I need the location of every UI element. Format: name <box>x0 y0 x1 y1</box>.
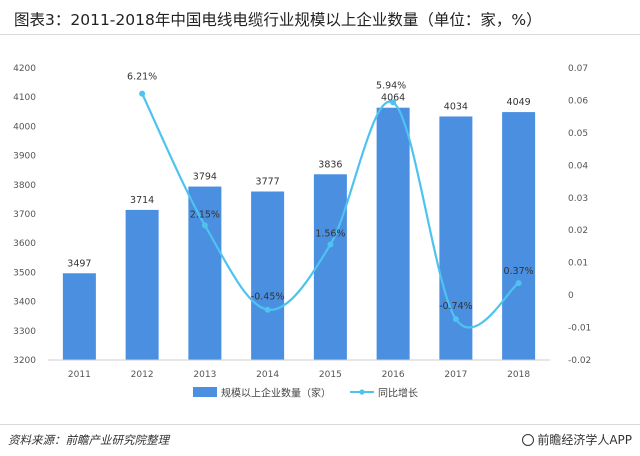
x-tick-label: 2017 <box>444 370 467 380</box>
left-tick-label: 4000 <box>13 122 36 132</box>
right-tick-label: 0.02 <box>568 226 588 236</box>
bar-value-label: 4049 <box>507 97 531 108</box>
growth-point <box>390 99 397 106</box>
bar-value-labels: 3497 3714 3794 3777 3836 4064 4034 4049 <box>67 93 530 270</box>
legend-line-label: 同比增长 <box>378 387 418 400</box>
chart: 3200 3300 3400 3500 3600 3700 3800 3900 4000 4100… <box>13 64 591 400</box>
source-note: 资料来源：前瞻产业研究院整理 <box>8 433 169 447</box>
left-tick-label: 3700 <box>13 210 36 220</box>
bar-value-label: 3836 <box>318 159 342 170</box>
right-tick-label: 0.07 <box>568 64 588 74</box>
bar <box>62 273 96 360</box>
growth-value-label: 1.56% <box>315 228 345 239</box>
left-tick-label: 3800 <box>13 181 36 191</box>
growth-value-label: 6.21% <box>127 72 157 83</box>
right-tick-label: -0.02 <box>568 356 591 366</box>
x-axis-ticks: 2011 2012 2013 2014 2015 2016 2017 2018 <box>48 359 550 380</box>
legend-bar-swatch <box>193 387 217 397</box>
right-tick-label: 0 <box>568 291 574 301</box>
growth-point <box>201 222 208 229</box>
x-tick-label: 2012 <box>131 370 154 380</box>
x-tick-label: 2015 <box>319 370 342 380</box>
x-tick-label: 2016 <box>382 370 405 380</box>
bar <box>313 174 347 360</box>
left-tick-label: 3600 <box>13 239 36 249</box>
left-tick-label: 4200 <box>13 64 36 74</box>
bar-value-label: 3497 <box>67 258 91 269</box>
x-tick-label: 2011 <box>68 370 91 380</box>
right-tick-label: 0.05 <box>568 129 588 139</box>
growth-value-label: -0.45% <box>251 292 285 303</box>
brand-logo-icon <box>522 434 535 446</box>
bar <box>188 186 222 360</box>
bar <box>251 191 285 360</box>
growth-value-label: 5.94% <box>376 80 406 91</box>
right-tick-label: 0.06 <box>568 96 588 106</box>
bar <box>376 107 410 360</box>
x-tick-label: 2014 <box>256 370 279 380</box>
growth-value-label: -0.74% <box>439 301 473 312</box>
right-tick-label: 0.03 <box>568 194 588 204</box>
right-axis-ticks: -0.02 -0.01 0 0.01 0.02 0.03 0.04 0.05 0.06 0.07 <box>568 64 591 366</box>
growth-point <box>515 280 522 287</box>
bar-value-label: 3794 <box>193 172 217 183</box>
left-tick-label: 3400 <box>13 298 36 308</box>
legend-line-marker <box>359 389 365 395</box>
chart-title: 图表3：2011-2018年中国电线电缆行业规模以上企业数量（单位：家，%） <box>14 11 542 29</box>
footer-divider <box>0 424 640 425</box>
bar <box>125 209 159 360</box>
legend: 规模以上企业数量（家） 同比增长 <box>193 387 418 400</box>
bar-series <box>62 107 536 360</box>
title-divider <box>0 34 640 35</box>
brand-mark: 前瞻经济学人APP <box>522 431 632 448</box>
right-tick-label: 0.04 <box>568 161 588 171</box>
brand-text: 前瞻经济学人APP <box>537 433 632 447</box>
growth-point <box>264 306 271 313</box>
left-tick-label: 3500 <box>13 268 36 278</box>
growth-point <box>327 241 334 248</box>
growth-value-label: 0.37% <box>504 266 534 277</box>
bar <box>439 116 473 360</box>
left-tick-label: 3900 <box>13 152 36 162</box>
growth-value-label: 2.15% <box>190 209 220 220</box>
left-tick-label: 3200 <box>13 356 36 366</box>
bar-value-label: 4064 <box>381 93 405 104</box>
x-tick-label: 2018 <box>507 370 530 380</box>
growth-line-series <box>139 90 522 329</box>
bar <box>502 112 536 360</box>
left-tick-label: 3300 <box>13 327 36 337</box>
right-tick-label: 0.01 <box>568 259 588 269</box>
bar-value-label: 4034 <box>444 101 468 112</box>
bar-value-label: 3777 <box>256 177 280 188</box>
legend-bar-label: 规模以上企业数量（家） <box>221 387 331 400</box>
growth-point <box>139 90 146 97</box>
bar-value-label: 3714 <box>130 195 154 206</box>
left-axis-ticks: 3200 3300 3400 3500 3600 3700 3800 3900 4000 4100… <box>13 64 36 366</box>
growth-point <box>452 316 459 323</box>
right-tick-label: -0.01 <box>568 324 591 334</box>
left-tick-label: 4100 <box>13 93 36 103</box>
x-tick-label: 2013 <box>193 370 216 380</box>
growth-value-labels: 6.21% 2.15% -0.45% 1.56% 5.94% -0.74% 0.37% <box>127 72 534 312</box>
